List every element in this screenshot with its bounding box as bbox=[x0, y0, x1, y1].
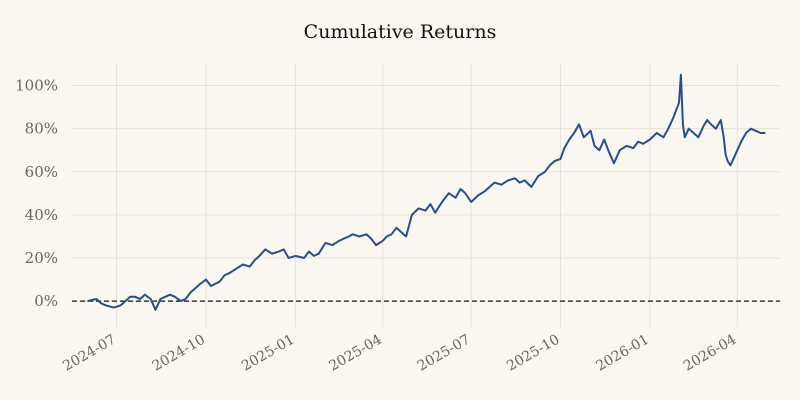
y-tick-label: 100% bbox=[15, 77, 58, 95]
series-group bbox=[87, 73, 766, 311]
chart-title: Cumulative Returns bbox=[304, 21, 497, 43]
y-axis-ticks: 0% 20% 40% 60% 80% 100% bbox=[15, 77, 58, 311]
y-tick-label: 20% bbox=[25, 249, 58, 267]
grid-lines bbox=[72, 64, 780, 327]
y-tick-label: 60% bbox=[25, 163, 58, 181]
y-tick-label: 80% bbox=[25, 120, 58, 138]
y-tick-label: 0% bbox=[34, 292, 58, 310]
series-line bbox=[87, 73, 766, 311]
y-tick-label: 40% bbox=[25, 206, 58, 224]
